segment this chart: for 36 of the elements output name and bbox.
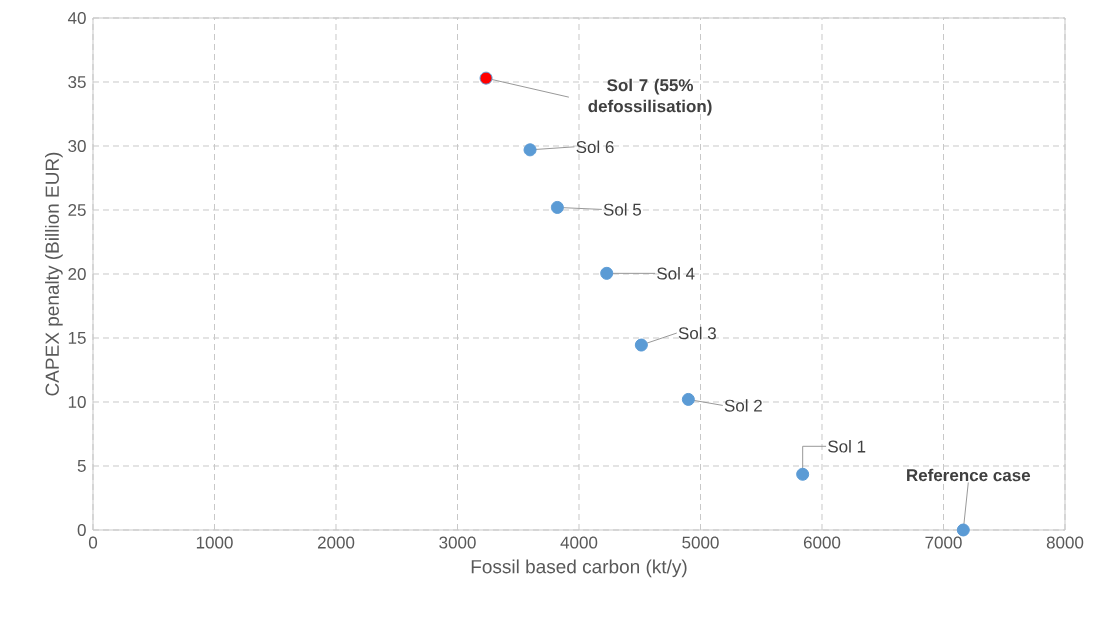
x-tick-label: 5000	[682, 536, 719, 549]
x-tick-label: 6000	[803, 536, 841, 549]
y-tick-label: 10	[68, 395, 86, 409]
point	[479, 71, 493, 85]
annotation: Sol 4	[657, 267, 695, 280]
y-tick-label: 0	[77, 523, 86, 537]
x-tick-label: 3000	[439, 536, 476, 549]
point	[523, 143, 537, 157]
x-tick-label: 1000	[196, 536, 233, 549]
y-tick-label: 20	[68, 267, 86, 281]
point	[550, 200, 564, 214]
annotation: Sol 6	[576, 140, 614, 154]
x-tick-label: 0	[88, 536, 98, 549]
point	[796, 467, 810, 481]
point	[600, 266, 614, 280]
annotation: Sol 3	[678, 326, 716, 340]
y-tick-label: 25	[68, 203, 86, 217]
y-tick-label: 15	[68, 332, 86, 344]
x-tick-label: 2000	[317, 536, 355, 549]
y-tick-label: 30	[68, 139, 86, 153]
x-tick-label: 8000	[1046, 536, 1084, 549]
y-tick-label: 35	[68, 75, 86, 89]
annotation: Sol 1	[828, 440, 866, 453]
annotation: Reference case	[907, 468, 1031, 482]
annotation: Sol 5	[603, 203, 642, 216]
y-tick-label: 40	[67, 11, 86, 25]
y-axis-title: CAPEX penalty (Billion EUR)	[44, 152, 63, 396]
y-tick-label: 5	[77, 460, 86, 472]
annotation: Sol 2	[724, 399, 762, 412]
point	[681, 392, 695, 406]
x-tick-label: 7000	[925, 536, 962, 549]
x-axis-title: Fossil based carbon (kt/y)	[471, 559, 687, 578]
x-tick-label: 4000	[560, 536, 598, 549]
point	[634, 338, 648, 352]
point	[956, 523, 970, 537]
annotation: Sol 7 (55% defossilisation)	[588, 78, 712, 116]
